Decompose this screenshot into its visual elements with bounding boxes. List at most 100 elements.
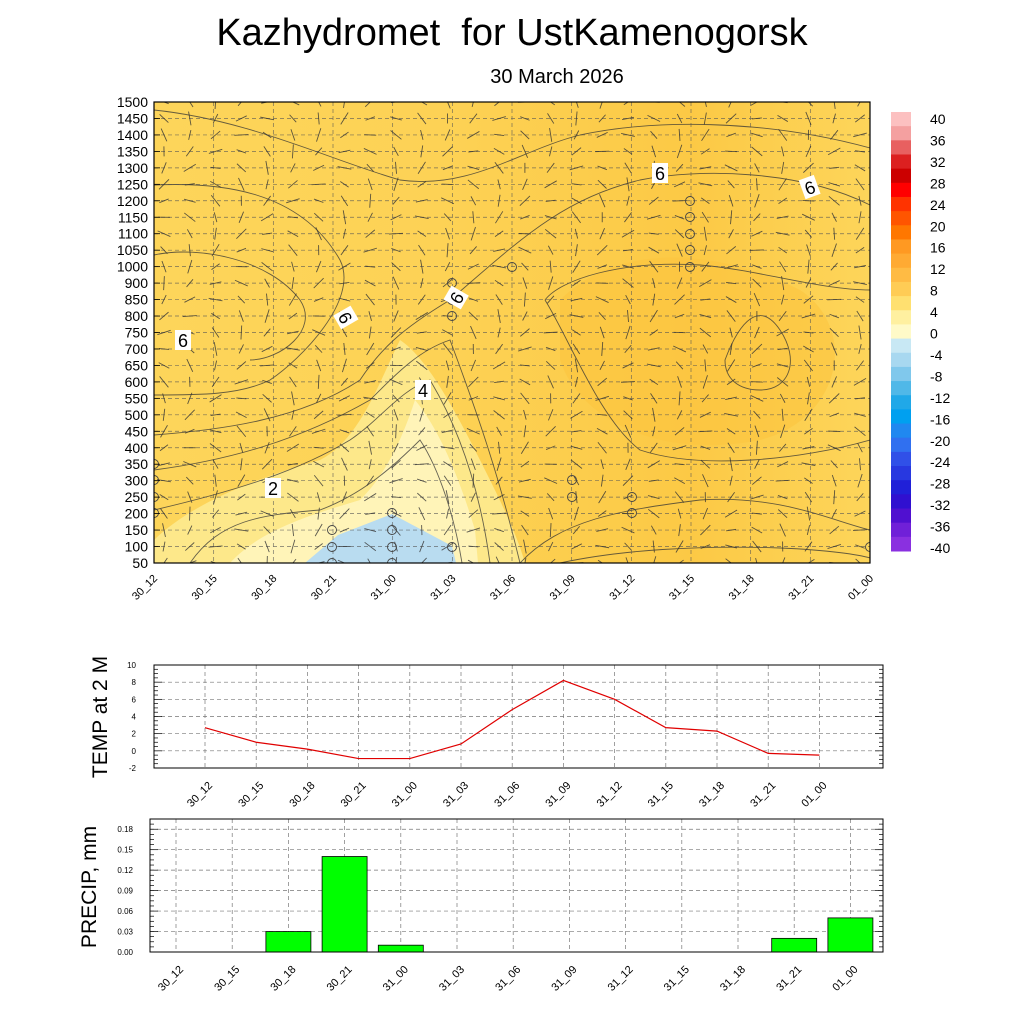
wind-barb — [442, 329, 454, 336]
wind-barb — [545, 361, 556, 370]
wind-barb — [391, 346, 401, 352]
pressure-tick-label: 300 — [125, 473, 149, 489]
pressure-tick-label: 800 — [125, 308, 149, 324]
wind-barb — [210, 526, 222, 534]
wind-barb — [624, 212, 632, 223]
wind-barb — [752, 363, 762, 368]
wind-barb — [805, 145, 812, 158]
wind-barb — [858, 211, 862, 224]
wind-barb — [726, 528, 737, 532]
colorbar-label: 32 — [930, 154, 946, 170]
wind-barb — [470, 359, 476, 372]
wind-barb — [364, 493, 377, 502]
wind-barb — [624, 344, 632, 354]
wind-barb — [804, 491, 813, 503]
wind-barb — [652, 540, 655, 553]
wind-barb — [778, 129, 788, 141]
wind-barb — [653, 556, 657, 563]
pressure-tick-label: 1150 — [118, 209, 148, 225]
wind-barb — [237, 557, 242, 563]
contour-label-text: 6 — [178, 331, 188, 351]
wind-barb — [368, 440, 372, 455]
wind-barb — [441, 429, 454, 434]
wind-barb — [572, 260, 581, 273]
wind-barb — [316, 492, 321, 503]
wind-barb — [313, 277, 324, 289]
pressure-tick-label: 1050 — [117, 242, 148, 258]
wind-barb — [620, 381, 636, 383]
wind-barb — [805, 278, 812, 288]
precipitation-y-tick-label: 0.09 — [117, 887, 133, 896]
wind-barb — [494, 380, 505, 384]
wind-barb — [597, 165, 608, 171]
wind-barb — [497, 327, 501, 338]
wind-barb — [287, 492, 299, 502]
wind-barb — [701, 261, 710, 272]
wind-barb — [674, 215, 685, 220]
contour-label-text: 4 — [418, 381, 428, 401]
wind-barb — [337, 413, 352, 416]
wind-barb — [520, 392, 530, 405]
wind-barb — [678, 391, 681, 406]
wind-barb — [157, 329, 171, 336]
wind-barb — [442, 165, 453, 171]
wind-barb — [159, 376, 169, 388]
wind-barb — [213, 342, 218, 356]
wind-barb — [648, 232, 659, 235]
temperature-x-tick-label: 30_21 — [339, 780, 369, 810]
wind-barb — [548, 276, 554, 290]
wind-barb — [236, 543, 246, 550]
wind-barb — [699, 166, 712, 170]
wind-barb — [264, 540, 270, 553]
wind-barb — [264, 309, 270, 323]
time-tick-label: 30_15 — [190, 573, 220, 603]
wind-barb — [340, 112, 349, 125]
pressure-tick-label: 1250 — [117, 176, 148, 192]
colorbar-label: -24 — [930, 454, 950, 470]
wind-barb — [212, 113, 219, 124]
wind-barb — [804, 408, 813, 421]
colorbar-label: 36 — [930, 132, 946, 148]
wind-barb — [517, 495, 532, 499]
wind-barb — [288, 180, 298, 189]
wind-barb — [704, 102, 707, 107]
colorbar-label: 4 — [930, 304, 938, 320]
wind-barb — [444, 261, 451, 272]
wind-barb — [185, 476, 194, 485]
wind-barb — [803, 359, 814, 372]
contour-label-box — [443, 285, 469, 310]
wind-barb — [291, 102, 300, 106]
wind-barb — [316, 128, 322, 142]
wind-barb — [157, 479, 171, 483]
colorbar-swatch — [891, 154, 911, 170]
wind-barb — [211, 243, 220, 257]
wind-barb — [777, 461, 789, 468]
wind-barb — [622, 475, 634, 486]
wind-barb — [751, 132, 763, 138]
wind-barb — [159, 311, 169, 321]
temperature-x-tick-label: 30_15 — [236, 780, 266, 810]
wind-barb — [854, 265, 866, 269]
wind-barb — [753, 213, 761, 222]
colorbar-label: -32 — [930, 497, 950, 513]
wind-barb — [213, 490, 218, 504]
wind-barb — [621, 229, 635, 238]
wind-barb — [445, 490, 450, 505]
precipitation-y-labels: 0.18 0.15 0.12 0.09 0.06 0.03 0.00 — [117, 825, 133, 957]
wind-barb — [625, 325, 631, 340]
wind-barb — [363, 396, 378, 401]
wind-barb — [469, 113, 478, 124]
precipitation-x-tick-label: 31_21 — [774, 964, 804, 994]
wind-barb — [724, 164, 738, 172]
wind-barb — [751, 343, 763, 355]
wind-barb — [213, 212, 218, 223]
wind-barb — [262, 394, 272, 403]
colorbar-swatch — [891, 140, 911, 155]
wind-barb — [523, 409, 527, 420]
wind-barb — [804, 541, 813, 552]
wind-barb — [570, 297, 583, 302]
temperature-y-tick-label: 8 — [132, 678, 137, 687]
colorbar-swatch — [891, 112, 911, 127]
contour-label-box — [415, 380, 431, 400]
wind-barb — [210, 413, 221, 417]
